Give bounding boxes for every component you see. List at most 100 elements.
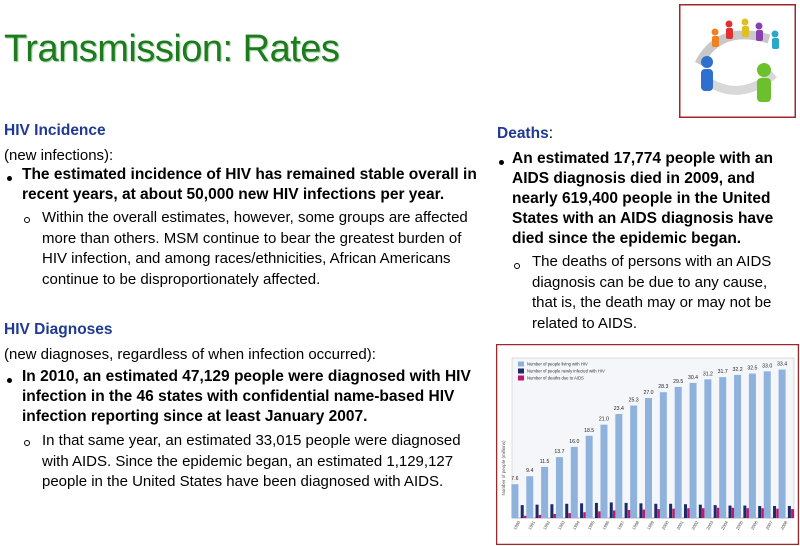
bar [583,512,587,518]
bar [704,379,712,518]
bar [731,507,735,518]
section-heading: HIV Incidence [4,122,106,139]
value-label: 32.2 [732,367,742,373]
bar [776,508,780,518]
bar [520,505,524,518]
bar [639,503,643,518]
value-label: 32.5 [747,366,757,372]
bar [728,505,732,518]
x-tick-label: 1996 [601,519,610,530]
subbullet-text: Within the overall estimates, however, s… [42,209,468,288]
bar [763,371,771,518]
bar [645,398,652,518]
bar [600,424,608,518]
bar [758,506,762,518]
x-tick-label: 2001 [676,519,685,530]
x-tick-label: 2007 [765,519,774,530]
legend-swatch [518,375,524,381]
legend-swatch [518,368,524,374]
subbullet-text: In that same year, an estimated 33,015 p… [42,432,461,490]
bar [612,510,616,518]
x-tick-label: 1995 [587,519,596,530]
value-label: 30.4 [688,375,698,381]
bar [734,374,742,518]
bar [778,369,786,518]
bar [746,508,750,518]
bar [719,377,727,518]
bar [598,511,602,518]
bullet-marker [7,176,12,181]
y-axis-label: Number of people (millions) [501,440,506,496]
bar [568,513,572,518]
bar [550,504,554,518]
x-tick-label: 2003 [705,519,714,530]
bar [615,414,623,518]
legend-label: Number of people living with HIV [527,362,588,367]
bar [713,505,717,518]
bar [716,507,720,518]
bar [787,506,791,518]
value-label: 21.0 [599,417,609,423]
bar [773,506,777,518]
value-label: 23.4 [614,406,624,412]
bullet-text: An estimated 17,774 people with an AIDS … [512,150,774,247]
bar [565,503,569,518]
subbullet-marker [24,217,30,223]
bar [642,509,646,518]
bar [627,510,631,518]
value-label: 33.4 [777,362,787,368]
value-label: 31.7 [718,369,728,375]
bullet-text: The estimated incidence of HIV has remai… [22,166,477,203]
slide-title: Transmission: Rates [4,28,340,70]
bar [743,505,747,518]
section-heading: HIV Diagnoses [4,321,113,338]
subbullet-text: The deaths of persons with an AIDS diagn… [532,253,772,332]
bar [687,508,691,518]
bar [624,502,628,518]
bar [538,514,542,518]
value-label: 9.4 [526,468,533,474]
bar [580,503,584,518]
x-tick-label: 1991 [527,519,536,530]
x-tick-label: 2002 [690,519,699,530]
bar [669,503,673,518]
x-tick-label: 2008 [779,519,788,530]
bar [594,502,598,518]
x-tick-label: 2005 [735,519,744,530]
bar [748,373,756,518]
bullet-marker [499,160,504,165]
bullet-text: In 2010, an estimated 47,129 people were… [22,368,471,425]
bar [654,503,658,518]
bar [535,504,539,518]
bar [659,392,667,518]
bar [761,508,765,518]
bar [630,405,638,518]
bar [702,508,706,518]
bar [553,514,557,518]
x-tick-label: 1998 [631,519,640,530]
bar [683,504,687,518]
x-tick-label: 1992 [542,519,551,530]
value-label: 29.5 [673,379,683,385]
value-label: 18.5 [584,428,594,434]
bar [555,457,563,518]
bar [791,509,795,518]
bar [698,504,702,518]
people-icon [679,4,796,118]
bar [657,509,661,518]
section-subheading: (new diagnoses, regardless of when infec… [4,346,376,363]
x-tick-label: 2000 [661,519,670,530]
heading-suffix: : [548,125,553,142]
value-label: 25.3 [629,398,639,404]
value-label: 28.3 [658,384,668,390]
x-tick-label: 2006 [750,519,759,530]
value-label: 13.7 [554,449,564,455]
value-label: 31.2 [703,371,713,377]
section-heading: Deaths [497,125,549,142]
bar [672,508,676,518]
x-tick-label: 1997 [616,519,625,530]
bar [526,476,534,518]
bar [570,446,578,518]
bar [689,382,697,518]
